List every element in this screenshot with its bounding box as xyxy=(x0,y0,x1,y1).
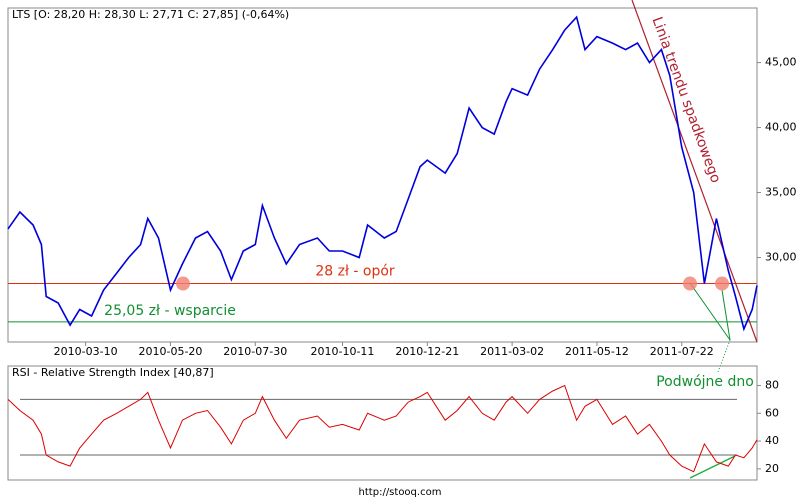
x-tick-label: 2011-03-02 xyxy=(480,345,544,358)
y-tick-label: 30,00 xyxy=(765,251,797,264)
level-label: 28 zł - opór xyxy=(315,264,395,280)
rsi-title: RSI - Relative Strength Index [40,87] xyxy=(12,366,214,379)
trend-line xyxy=(631,0,758,343)
series-line xyxy=(7,15,758,332)
x-tick-label: 2010-07-30 xyxy=(223,345,287,358)
double-bottom-label: Podwójne dno xyxy=(656,374,754,390)
y-tick-label: 60 xyxy=(765,406,779,419)
series-line xyxy=(7,384,758,473)
x-tick-label: 2010-05-20 xyxy=(138,345,202,358)
y-tick-label: 20 xyxy=(765,462,779,475)
x-tick-label: 2010-03-10 xyxy=(54,345,118,358)
bottom-line xyxy=(689,282,731,341)
price-panel xyxy=(7,7,758,343)
y-tick-label: 35,00 xyxy=(765,186,797,199)
resistance-marker xyxy=(715,276,729,291)
x-tick-label: 2010-10-11 xyxy=(311,345,375,358)
y-tick-label: 40 xyxy=(765,434,779,447)
y-tick-label: 40,00 xyxy=(765,121,797,134)
rsi-trend xyxy=(689,455,736,479)
rsi-panel xyxy=(7,365,758,481)
x-tick-label: 2010-12-21 xyxy=(395,345,459,358)
y-tick-label: 80 xyxy=(765,378,779,391)
level-label: 25,05 zł - wsparcie xyxy=(104,303,236,319)
resistance-marker xyxy=(176,276,190,291)
x-tick-label: 2011-07-22 xyxy=(650,345,714,358)
resistance-marker xyxy=(683,276,697,291)
y-tick-label: 45,00 xyxy=(765,56,797,69)
footer: http://stooq.com xyxy=(359,487,442,498)
price-title: LTS [O: 28,20 H: 28,30 L: 27,71 C: 27,85… xyxy=(12,8,289,21)
bottom-line xyxy=(721,289,731,341)
x-tick-label: 2011-05-12 xyxy=(565,345,629,358)
